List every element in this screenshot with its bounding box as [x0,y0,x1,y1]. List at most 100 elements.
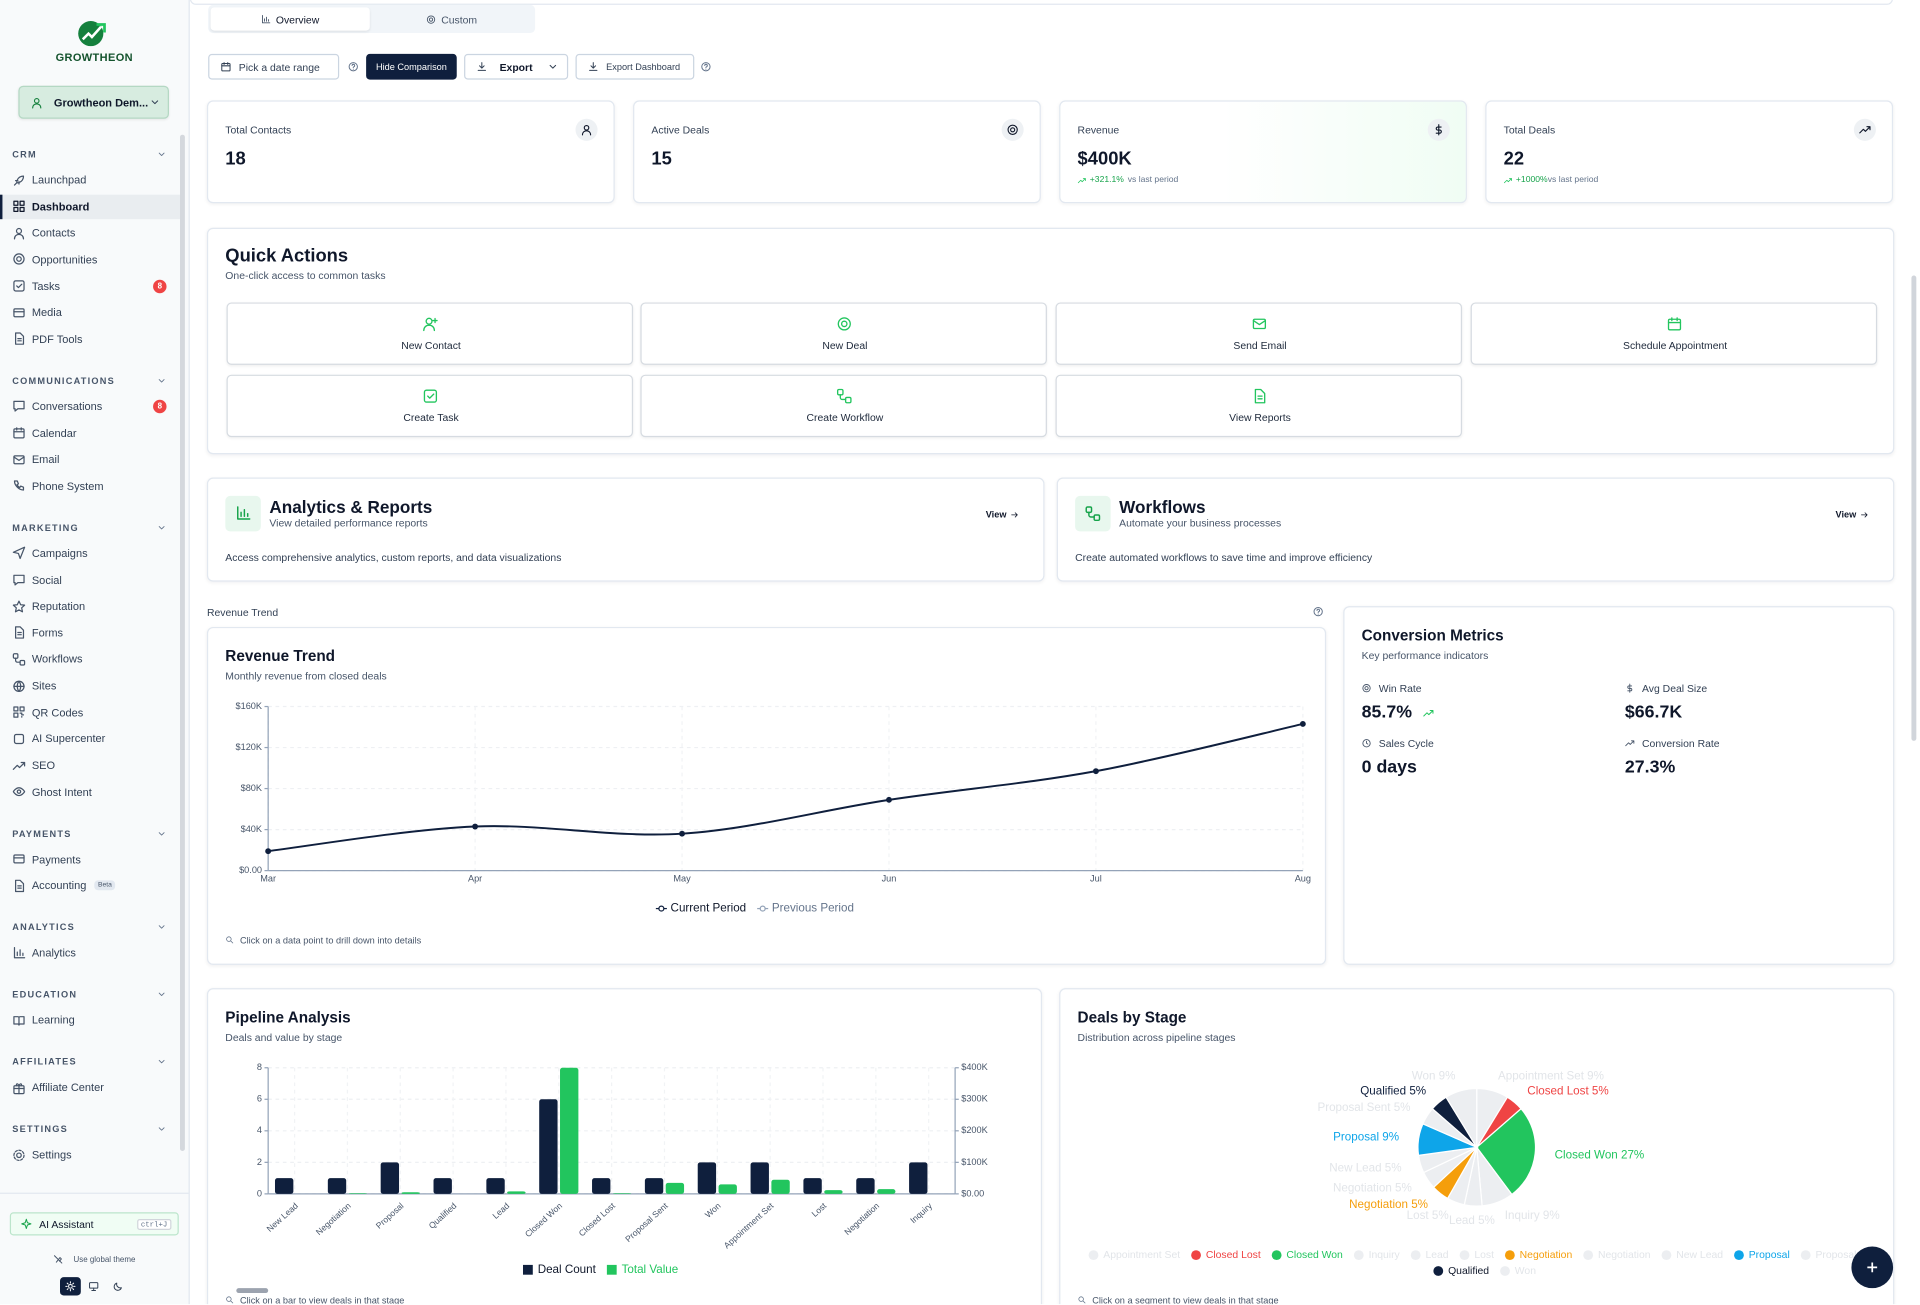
icon [53,1255,63,1264]
icon [13,854,25,864]
metric-label: Avg Deal Size [1642,682,1708,695]
legend-label: Appointment Set [1103,1250,1180,1261]
icon [151,100,159,105]
tab[interactable]: Custom [372,7,531,30]
toolbar-button[interactable]: Export Dashboard [575,53,695,80]
nav-item[interactable]: AI Supercenter [31,732,106,745]
icon-part [1366,740,1369,745]
icon-part [549,64,557,69]
icon-part [226,1296,232,1302]
legend-label: New Lead [1676,1250,1723,1261]
toolbar-button-label: Export Dashboard [606,61,681,73]
nav-item[interactable]: Payments [31,853,81,866]
y-tick-label: 0 [257,1188,262,1198]
icon [1362,739,1371,748]
legend-dot [1500,1266,1510,1276]
nav-item[interactable]: Phone System [31,479,104,493]
icon [1254,388,1266,404]
nav-item[interactable]: PDF Tools [31,332,83,346]
icon-part [13,427,25,433]
nav-section-title[interactable]: ANALYTICS [12,921,75,933]
nav-section-title[interactable]: AFFILIATES [12,1056,77,1068]
toolbar-button[interactable]: Export [464,53,569,80]
nav-item[interactable]: Affiliate Center [31,1081,104,1094]
nav-item[interactable]: Dashboard [31,200,90,213]
nav-item[interactable]: Social [31,573,62,586]
nav-item[interactable]: Launchpad [31,173,87,187]
icon-part [427,393,435,399]
quick-action[interactable]: Send Email [1055,302,1463,365]
nav-section-title[interactable]: SETTINGS [12,1123,68,1135]
icon-part [16,283,23,289]
workspace-switcher[interactable]: Growtheon Dem... [18,85,169,119]
nav-item[interactable]: Settings [31,1148,72,1162]
icon-part [581,130,592,136]
nav-item[interactable]: Tasks [31,279,61,293]
theme-light[interactable] [60,1277,81,1296]
toolbar-button-label: Hide Comparison [375,61,447,73]
icon [701,62,711,72]
icon [1667,317,1682,331]
icon-part [1667,317,1682,324]
legend: Deal Count Total Value [522,1263,678,1276]
toolbar-button[interactable]: Pick a date range [208,53,340,80]
quick-action[interactable]: New Deal [640,302,1047,365]
tab[interactable]: Overview [210,7,370,31]
icon [12,761,26,770]
stat-icon-bg [1001,118,1024,141]
feature-link[interactable]: View [1835,508,1857,520]
icon-part [237,506,251,520]
nav-item[interactable]: Opportunities [31,253,98,266]
card-title: Conversion Metrics [1361,626,1504,645]
icon [1011,511,1018,517]
nav-item[interactable]: Accounting [31,879,87,892]
icon-part [13,207,19,213]
nav-section-title[interactable]: EDUCATION [12,989,78,1001]
nav-section-title[interactable]: PAYMENTS [12,827,72,840]
nav-item[interactable]: Learning [31,1014,75,1027]
icon [1625,740,1635,747]
quick-action[interactable]: Schedule Appointment [1470,302,1878,365]
bar [592,1178,611,1194]
icon [13,680,25,692]
nav-item[interactable]: Forms [31,626,64,639]
nav-item[interactable]: Ghost Intent [31,785,92,798]
toolbar-button[interactable]: Hide Comparison [366,53,457,80]
legend-dot [1734,1250,1744,1260]
ai-assistant[interactable]: AI Assistant ctrl+J [9,1212,179,1236]
icon [1503,178,1512,184]
nav-section-title[interactable]: MARKETING [12,522,79,534]
nav-item[interactable]: Campaigns [31,547,88,560]
nav-section-title[interactable]: COMMUNICATIONS [12,375,115,387]
quick-action[interactable]: Create Task [226,374,634,438]
feature-icon-bg [1075,495,1111,532]
quick-action[interactable]: View Reports [1055,374,1463,438]
quick-action[interactable]: Create Workflow [640,374,1047,438]
shortcut: ctrl+J [137,1218,171,1230]
icon [1362,684,1371,693]
quick-actions: Quick Actions One-click access to common … [206,227,1895,455]
feature-link[interactable]: View [985,508,1007,520]
pie-slice [1475,1107,1537,1196]
x-tick-label: May [673,874,691,884]
nav-item[interactable]: Workflows [31,653,83,666]
nav-item[interactable]: Contacts [31,226,76,240]
nav-item[interactable]: Calendar [31,426,77,440]
nav-item[interactable]: Conversations [31,400,103,413]
nav-item[interactable]: Reputation [31,600,86,613]
icon [13,200,25,213]
icon [158,379,165,383]
feature-subtitle: View detailed performance reports [269,516,428,529]
nav-item[interactable]: Analytics [31,946,76,960]
icon [1252,318,1267,330]
nav-item[interactable]: Media [31,306,62,319]
legend-dot [1410,1250,1421,1260]
quick-action[interactable]: New Contact [226,302,634,365]
legend-dot [658,905,665,912]
nav-section-title[interactable]: CRM [12,148,37,160]
nav-item[interactable]: Sites [31,679,57,692]
nav-item[interactable]: Email [31,453,60,466]
nav-item[interactable]: SEO [31,759,56,772]
icon [423,317,438,332]
nav-item[interactable]: QR Codes [31,706,84,719]
